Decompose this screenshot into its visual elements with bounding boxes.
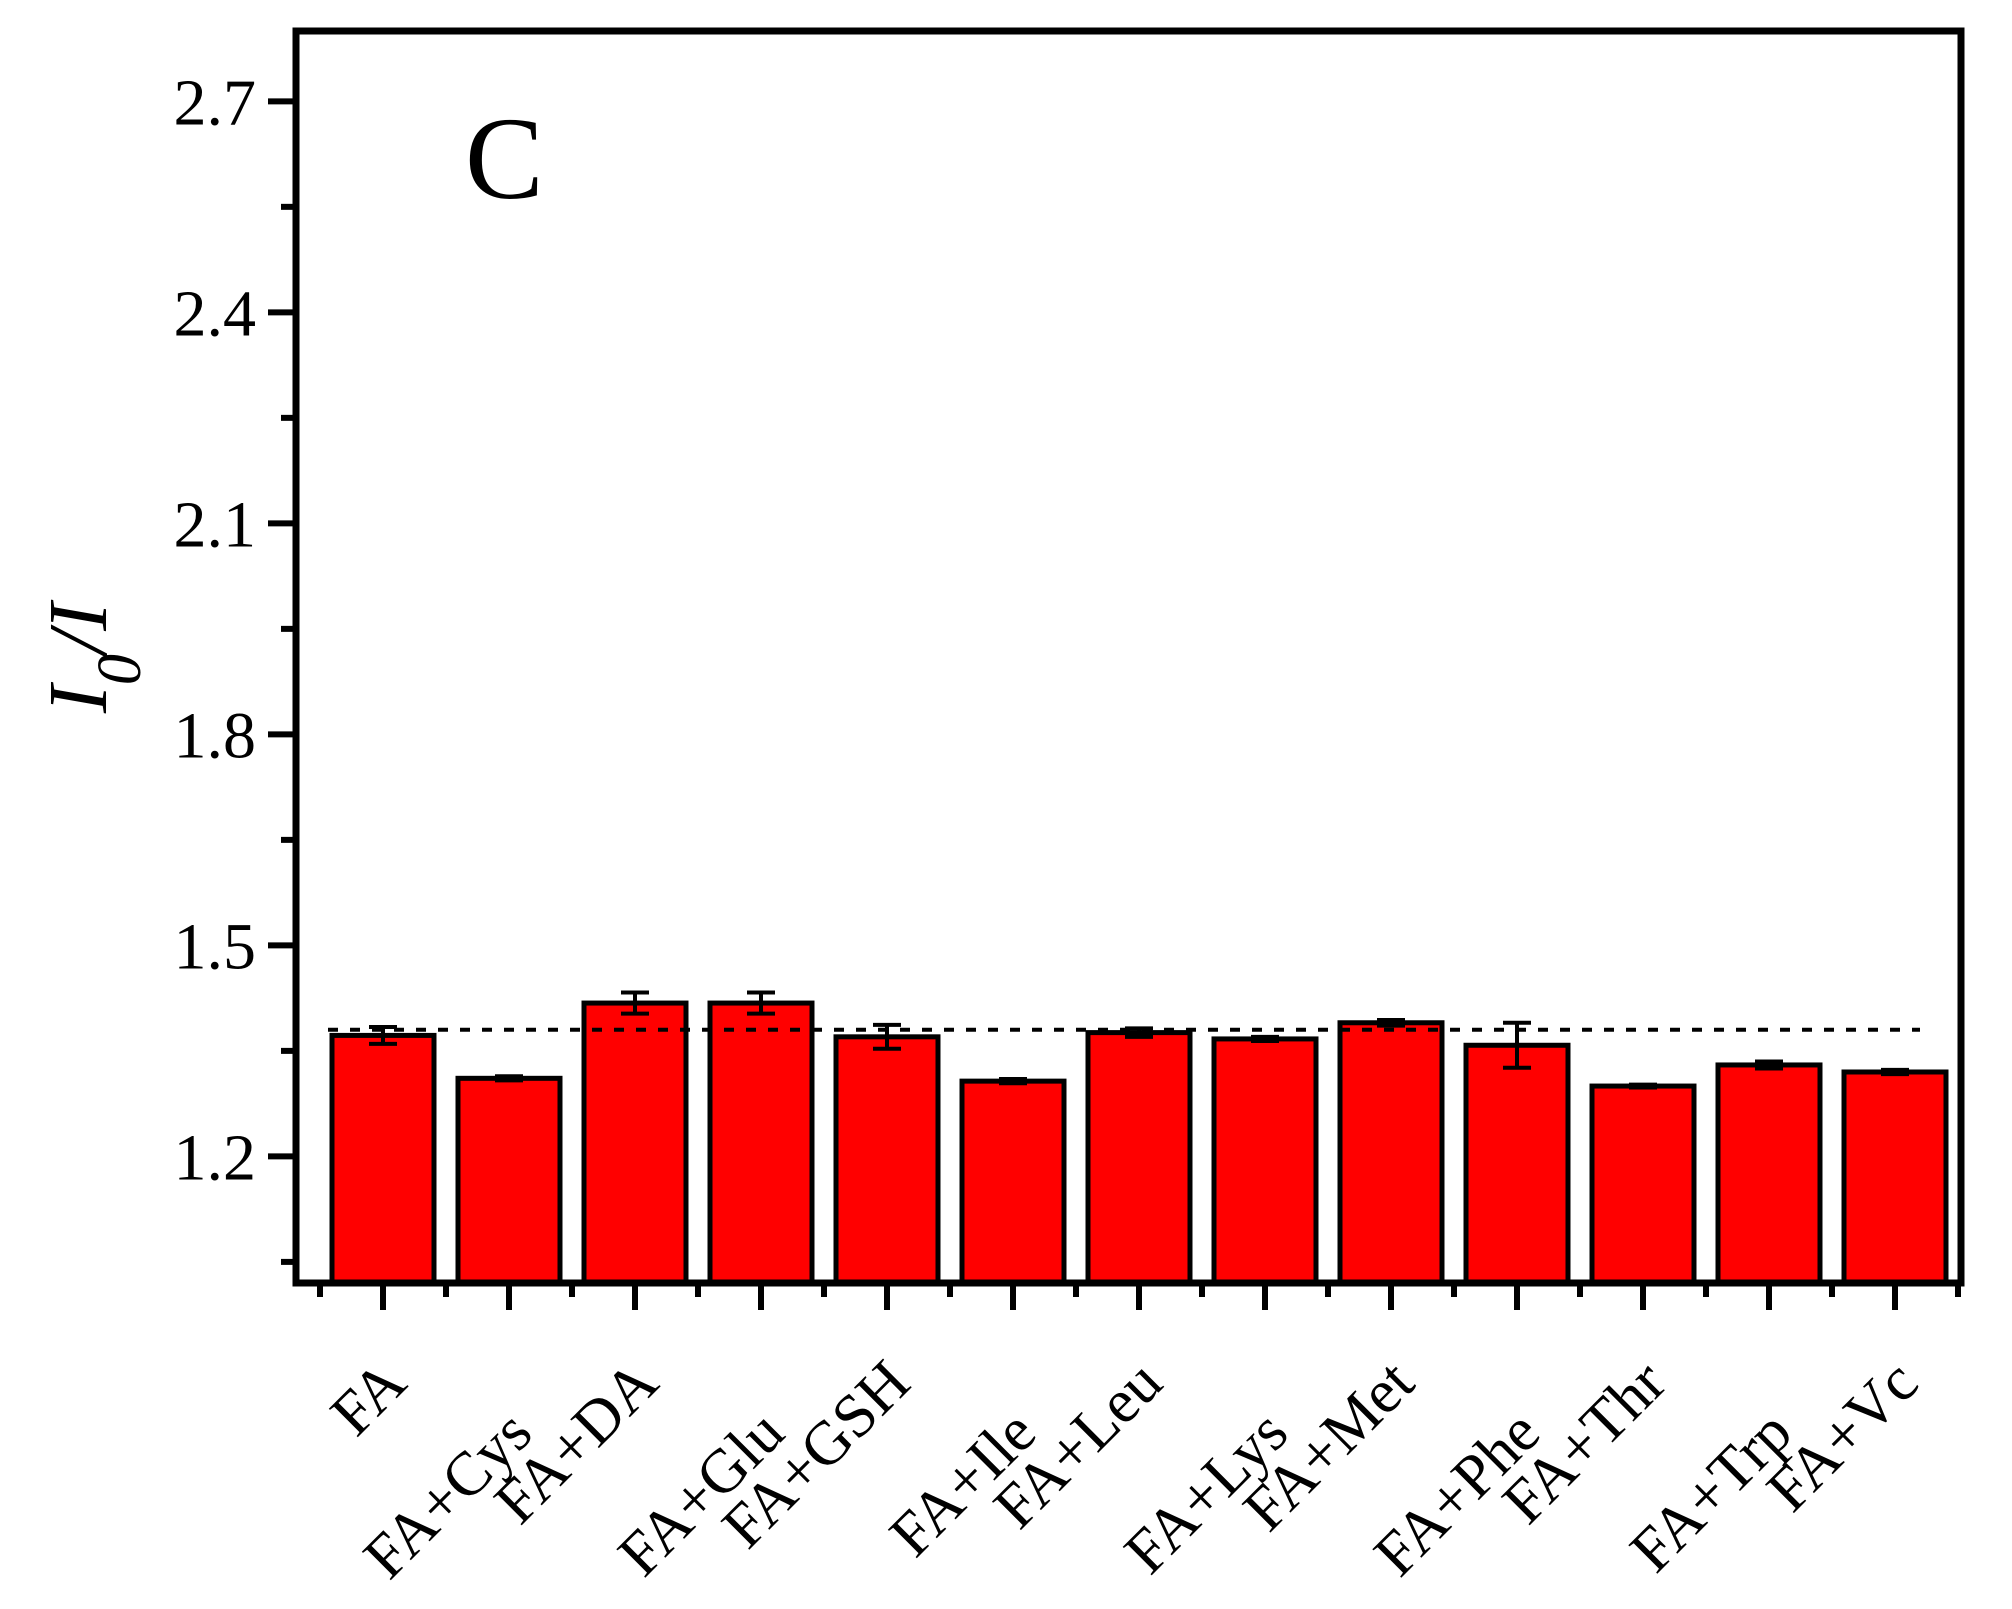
bar-8 bbox=[1337, 1020, 1445, 1286]
error-bars-layer bbox=[369, 990, 1909, 1090]
error-bar-8 bbox=[1377, 1017, 1405, 1028]
error-bar-5 bbox=[999, 1077, 1027, 1086]
error-bar-2 bbox=[621, 990, 649, 1016]
bar-9 bbox=[1463, 1042, 1571, 1286]
error-bar-10 bbox=[1629, 1082, 1657, 1090]
error-bar-3 bbox=[747, 990, 775, 1016]
error-bar-0 bbox=[369, 1024, 397, 1046]
bar-11 bbox=[1715, 1062, 1823, 1286]
y-axis-label: I0/I bbox=[32, 599, 154, 714]
error-bar-6 bbox=[1125, 1026, 1153, 1039]
error-bar-7 bbox=[1251, 1034, 1279, 1044]
error-bar-12 bbox=[1881, 1067, 1909, 1077]
bar-4 bbox=[833, 1034, 941, 1286]
y-axis: 1.2 1.5 1.8 2.1 2.4 2.7 bbox=[174, 66, 296, 1265]
error-bar-9 bbox=[1503, 1020, 1531, 1070]
x-tick-label-0: FA bbox=[318, 1348, 419, 1449]
y-tick-label-5: 2.7 bbox=[174, 66, 257, 139]
y-tick-label-1: 1.5 bbox=[174, 910, 257, 983]
plot-frame bbox=[292, 27, 1965, 1287]
y-tick-label-3: 2.1 bbox=[174, 488, 257, 561]
error-bar-4 bbox=[873, 1022, 901, 1051]
bar-6 bbox=[1085, 1030, 1193, 1286]
bar-3 bbox=[707, 1000, 815, 1286]
bar-1 bbox=[455, 1075, 563, 1286]
y-tick-label-0: 1.2 bbox=[174, 1121, 257, 1194]
bar-12 bbox=[1841, 1069, 1949, 1286]
error-bar-11 bbox=[1755, 1059, 1783, 1071]
error-bar-1 bbox=[495, 1074, 523, 1083]
y-tick-label-2: 1.8 bbox=[174, 699, 257, 772]
bar-7 bbox=[1211, 1036, 1319, 1286]
y-tick-label-4: 2.4 bbox=[174, 277, 257, 350]
bar-10 bbox=[1589, 1083, 1697, 1286]
bar-5 bbox=[959, 1078, 1067, 1286]
bar-2 bbox=[581, 1000, 689, 1286]
panel-label: C bbox=[465, 93, 544, 224]
bar-0 bbox=[329, 1032, 437, 1286]
x-axis: FAFA+CysFA+DAFA+GluFA+GSHFA+IleFA+LeuFA+… bbox=[317, 1283, 1961, 1592]
bars-layer bbox=[329, 1000, 1949, 1286]
